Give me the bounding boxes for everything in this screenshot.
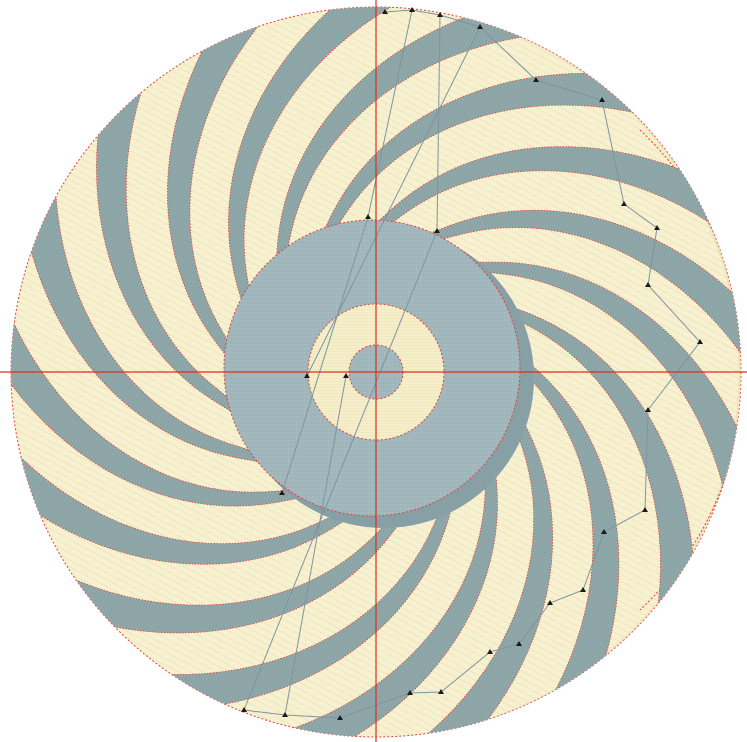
vertex-marker-icon[interactable] [382, 9, 388, 14]
vertex-marker-icon[interactable] [642, 507, 648, 512]
vertex-marker-icon[interactable] [365, 214, 371, 219]
vertex-marker-icon[interactable] [533, 77, 539, 82]
vertex-marker-icon[interactable] [477, 24, 483, 29]
blade[interactable] [414, 406, 554, 742]
vertex-marker-icon[interactable] [621, 201, 627, 206]
vertex-marker-icon[interactable] [697, 339, 703, 344]
vertex-marker-icon[interactable] [601, 529, 607, 534]
vertex-marker-icon[interactable] [516, 641, 522, 646]
vertex-marker-icon[interactable] [437, 12, 443, 17]
blade[interactable] [423, 209, 747, 370]
vertex-marker-icon[interactable] [654, 225, 660, 230]
blade[interactable] [1, 305, 305, 507]
vertex-marker-icon[interactable] [599, 97, 605, 102]
vertex-markers[interactable] [241, 7, 703, 720]
vertex-marker-icon[interactable] [241, 707, 247, 712]
vertex-marker-icon[interactable] [487, 649, 493, 654]
vertex-marker-icon[interactable] [547, 600, 553, 605]
vertex-marker-icon[interactable] [645, 282, 651, 287]
vertex-marker-icon[interactable] [580, 587, 586, 592]
vertex-marker-icon[interactable] [337, 715, 343, 720]
vertex-marker-icon[interactable] [645, 407, 651, 412]
vertex-marker-icon[interactable] [434, 228, 440, 233]
vertex-marker-icon[interactable] [409, 7, 415, 12]
vertex-marker-icon[interactable] [304, 373, 310, 378]
vertex-marker-icon[interactable] [279, 490, 285, 495]
vertex-marker-icon[interactable] [438, 689, 444, 694]
blade[interactable] [227, 0, 407, 313]
vertex-marker-icon[interactable] [343, 373, 349, 378]
construction-lines [243, 9, 701, 719]
vertex-marker-icon[interactable] [407, 690, 413, 695]
blade[interactable] [8, 443, 355, 565]
vertex-marker-icon[interactable] [282, 712, 288, 717]
